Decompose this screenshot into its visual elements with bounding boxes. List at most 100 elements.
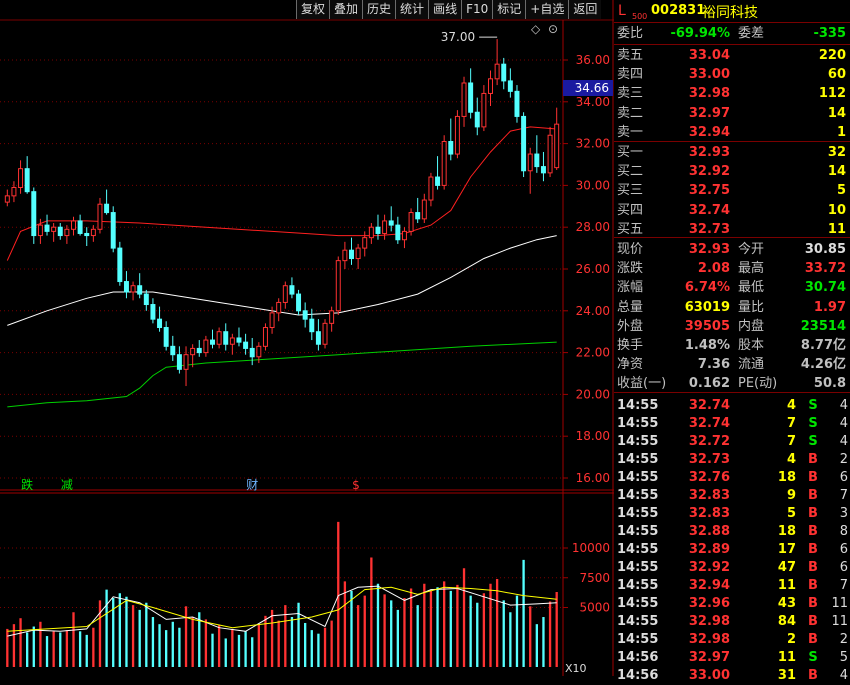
- trade-volume: 17: [777, 542, 796, 557]
- candle-body: [329, 310, 335, 324]
- market-sub: 500: [632, 12, 648, 21]
- price-volume-chart[interactable]: 36.00 34.00 32.00 30.00 28.00 26.00 24.00 22.00…: [0, 0, 614, 676]
- candle-body: [64, 228, 70, 237]
- ask-level-row[interactable]: 卖四 33.00 60: [614, 65, 850, 84]
- bid-level-label: 买一: [617, 145, 644, 160]
- statistics-button[interactable]: 统计: [395, 0, 429, 19]
- bid-level-price: 32.73: [688, 221, 730, 237]
- trade-price: 32.96: [688, 596, 730, 611]
- ask-level-label: 卖一: [617, 124, 644, 140]
- ask-level-price: 33.00: [688, 67, 730, 83]
- mark-button[interactable]: 标记: [492, 0, 526, 19]
- bid-level-volume: 32: [827, 145, 846, 160]
- candle-body: [137, 285, 143, 295]
- stat-label: 涨幅: [617, 280, 644, 296]
- stat-label: 总量: [617, 299, 644, 315]
- trade-price: 32.89: [688, 542, 730, 557]
- trade-count: 4: [839, 398, 848, 413]
- ask-level-row[interactable]: 卖五 33.04 220: [614, 46, 850, 65]
- stat-row: 涨幅 6.74% 最低 30.74: [614, 278, 850, 297]
- candle-body: [229, 337, 235, 345]
- price-tick-label: 26.00: [576, 262, 610, 276]
- stat-label: PE(动): [738, 376, 778, 392]
- trade-count: 6: [839, 470, 848, 485]
- trade-time: 14:55: [617, 470, 659, 485]
- ask-level-row[interactable]: 卖三 32.98 112: [614, 84, 850, 103]
- bid-level-row[interactable]: 买一 32.93 32: [614, 143, 850, 162]
- bid-level-row[interactable]: 买五 32.73 11: [614, 220, 850, 239]
- ask-level-row[interactable]: 卖一 32.94 1: [614, 123, 850, 142]
- stock-name: 裕同科技: [702, 5, 758, 21]
- ask-level-volume: 112: [818, 86, 846, 102]
- stat-row: 总量 63019 量比 1.97: [614, 298, 850, 317]
- bid-level-row[interactable]: 买二 32.92 14: [614, 162, 850, 181]
- trade-price: 32.76: [688, 470, 730, 485]
- trade-time: 14:55: [617, 506, 659, 521]
- candle-body: [488, 78, 493, 94]
- candle-body: [4, 195, 10, 203]
- bid-level-row[interactable]: 买三 32.75 5: [614, 181, 850, 200]
- volume-ma-white-line: [7, 585, 557, 637]
- bid-level-label: 买四: [617, 202, 644, 218]
- candle-body: [190, 347, 196, 356]
- trade-count: 3: [839, 506, 848, 521]
- ask-level-price: 32.98: [688, 86, 730, 102]
- candle-body: [123, 281, 129, 293]
- stat-value: 1.97: [813, 299, 846, 315]
- candle-body: [196, 347, 202, 354]
- event-mark: 跌: [21, 477, 33, 492]
- candle-body: [421, 199, 427, 220]
- price-tick-label: 28.00: [576, 220, 610, 234]
- price-tick-label: 34.00: [576, 95, 610, 109]
- trade-count: 7: [839, 488, 848, 503]
- divider: [614, 237, 850, 238]
- ask-level-label: 卖二: [617, 105, 644, 121]
- trade-direction: B: [808, 632, 818, 647]
- trade-direction: B: [808, 542, 818, 557]
- trade-row: 14:55 32.98 2 B 2: [614, 630, 850, 649]
- stat-value: 30.74: [804, 280, 846, 296]
- back-button[interactable]: 返回: [568, 0, 602, 19]
- trade-time: 14:55: [617, 560, 659, 575]
- trade-price: 32.72: [688, 434, 730, 449]
- overlay-button[interactable]: 叠加: [329, 0, 363, 19]
- trade-direction: S: [808, 398, 818, 413]
- trade-count: 4: [839, 434, 848, 449]
- ask-level-label: 卖三: [617, 86, 644, 102]
- chart-toolbar: 复权 叠加 历史 统计 画线 F10 标记 +自选 返回: [296, 0, 602, 19]
- trade-count: 6: [839, 560, 848, 575]
- draw-line-button[interactable]: 画线: [428, 0, 462, 19]
- bid-level-row[interactable]: 买四 32.74 10: [614, 201, 850, 220]
- stat-label: 流通: [738, 357, 765, 373]
- stat-label: 净资: [617, 357, 644, 373]
- stat-label: 内盘: [738, 318, 765, 334]
- ma-white-line: [7, 235, 557, 326]
- ask-level-row[interactable]: 卖二 32.97 14: [614, 104, 850, 123]
- stat-label: 外盘: [617, 318, 644, 334]
- add-watchlist-button[interactable]: +自选: [525, 0, 569, 19]
- candle-body: [514, 90, 520, 117]
- candle-body: [408, 212, 414, 232]
- high-annotation: 37.00: [441, 30, 475, 44]
- stat-row: 外盘 39505 内盘 23514: [614, 317, 850, 336]
- f10-button[interactable]: F10: [461, 0, 493, 19]
- history-button[interactable]: 历史: [362, 0, 396, 19]
- candle-body: [527, 153, 533, 172]
- trade-time: 14:55: [617, 614, 659, 629]
- trade-row: 14:55 32.74 4 S 4: [614, 396, 850, 415]
- trade-direction: S: [808, 416, 818, 431]
- candle-body: [150, 304, 156, 320]
- candle-body: [349, 249, 354, 260]
- candle-body: [342, 249, 348, 262]
- restore-rights-button[interactable]: 复权: [296, 0, 330, 19]
- candle-body: [71, 220, 76, 230]
- trade-time: 14:55: [617, 524, 659, 539]
- price-tick-label: 20.00: [576, 387, 610, 401]
- candle-body: [468, 82, 474, 113]
- candle-body: [289, 285, 295, 295]
- price-tick-label: 18.00: [576, 429, 610, 443]
- price-tick-label: 22.00: [576, 346, 610, 360]
- trade-volume: 7: [786, 434, 796, 449]
- trade-row: 14:55 32.96 43 B 11: [614, 594, 850, 613]
- candle-body: [77, 220, 83, 234]
